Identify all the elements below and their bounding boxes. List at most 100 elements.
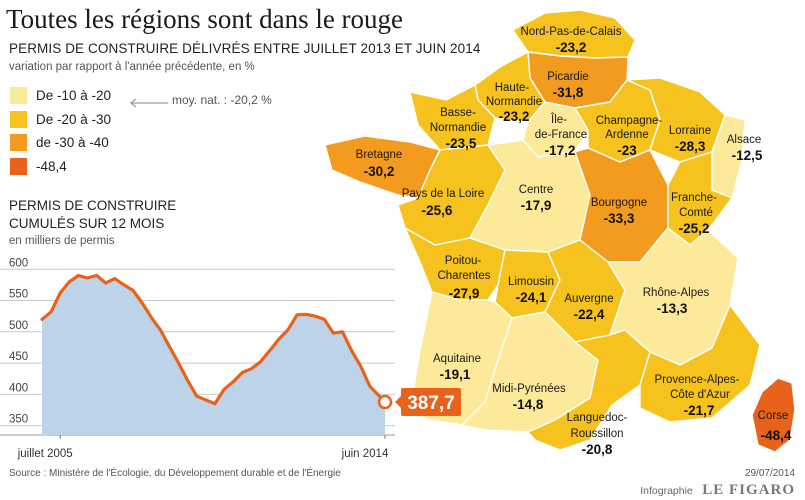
region-label-alsace: Alsace (727, 134, 762, 146)
region-value-picardie: -31,8 (553, 85, 584, 100)
legend-swatch (10, 87, 27, 105)
legend-label: De -20 à -30 (36, 111, 112, 127)
region-label-franche-comte: Comté (679, 207, 713, 219)
chart-last-value: 387,7 (377, 388, 461, 417)
y-tick-label: 500 (9, 320, 28, 332)
region-label-limousin: Limousin (508, 276, 554, 288)
region-label-basse-normandie: Normandie (430, 122, 486, 134)
legend-label: -48,4 (36, 158, 67, 174)
brand-logo: LE FIGARO (702, 482, 795, 498)
legend-swatch (10, 134, 27, 152)
last-value-label: 387,7 (407, 393, 455, 414)
region-label-provence-alpes-cote-d-azur: Côte d'Azur (670, 389, 730, 401)
legend-label: De -10 à -20 (36, 88, 112, 104)
region-label-champagne-ardenne: Ardenne (605, 129, 648, 141)
region-label-haute-normandie: Normandie (486, 96, 542, 108)
arrow-left-icon (130, 98, 168, 108)
region-label-languedoc-roussillon: Roussillon (570, 428, 623, 440)
region-value-franche-comte: -25,2 (679, 221, 710, 236)
source-note: Source : Ministère de l'Écologie, du Dév… (9, 468, 341, 479)
region-value-haute-normandie: -23,2 (499, 109, 530, 124)
region-value-champagne-ardenne: -23 (617, 143, 637, 158)
legend-label: de -30 à -40 (36, 135, 109, 151)
y-tick-label: 350 (9, 414, 28, 426)
legend-swatch (10, 157, 27, 175)
region-label-lorraine: Lorraine (669, 125, 711, 137)
region-label-aquitaine: Aquitaine (433, 353, 481, 365)
region-label-bourgogne: Bourgogne (591, 197, 647, 209)
region-label-basse-normandie: Basse- (440, 107, 476, 119)
y-tick-label: 450 (9, 351, 28, 363)
region-label-bretagne: Bretagne (356, 149, 403, 161)
region-value-poitou-charentes: -27,9 (449, 286, 480, 301)
region-languedoc-roussillon (527, 329, 651, 451)
callout-pointer (395, 396, 401, 409)
region-label-provence-alpes-cote-d-azur: Provence-Alpes- (654, 374, 739, 386)
region-label-franche-comte: Franche- (671, 192, 717, 204)
region-label-poitou-charentes: Charentes (437, 270, 490, 282)
region-value-lorraine: -28,3 (675, 139, 706, 154)
region-value-aquitaine: -19,1 (440, 367, 471, 382)
region-label-pays-de-la-loire: Pays de la Loire (402, 188, 484, 200)
region-value-rhone-alpes: -13,3 (657, 301, 688, 316)
region-value-nord-pas-de-calais: -23,2 (556, 40, 587, 55)
region-label-poitou-charentes: Poitou- (445, 255, 482, 267)
map-note: variation par rapport à l'année précéden… (9, 61, 255, 73)
legend-item: De -10 à -20 (10, 84, 111, 108)
map-legend: De -10 à -20 De -20 à -30 de -30 à -40 -… (10, 84, 111, 178)
map-subtitle: PERMIS DE CONSTRUIRE DÉLIVRÉS ENTRE JUIL… (9, 41, 481, 56)
credit: Infographie LE FIGARO (640, 481, 795, 499)
region-value-limousin: -24,1 (516, 290, 547, 305)
chart-ticks: 350 400 450 500 550 600 juillet 2005 juin 2014 (9, 257, 389, 460)
line-chart-title: PERMIS DE CONSTRUIRE CUMULÉS SUR 12 MOIS (9, 198, 177, 231)
region-label-corse: Corse (758, 410, 789, 422)
region-value-languedoc-roussillon: -20,8 (582, 442, 613, 457)
page-title: Toutes les régions sont dans le rouge (6, 4, 404, 34)
legend-item: de -30 à -40 (10, 131, 111, 155)
region-label-rhone-alpes: Rhône-Alpes (643, 287, 710, 299)
regions-layer (324, 9, 796, 453)
region-label-picardie: Picardie (547, 71, 589, 83)
region-poitou-charentes (404, 227, 506, 301)
y-tick-label: 400 (9, 382, 28, 394)
region-value-basse-normandie: -23,5 (446, 136, 477, 151)
region-label-languedoc-roussillon: Languedoc- (567, 412, 628, 424)
region-label-ile-de-france: Île- (550, 113, 567, 126)
region-label-champagne-ardenne: Champagne- (596, 115, 663, 127)
region-value-ile-de-france: -17,2 (545, 143, 576, 158)
x-tick-label: juillet 2005 (17, 448, 73, 460)
region-value-corse: -48,4 (761, 428, 792, 443)
region-label-haute-normandie: Haute- (495, 82, 530, 94)
y-tick-label: 600 (9, 257, 28, 269)
chart-area-fill (42, 275, 385, 435)
legend-swatch (10, 110, 27, 128)
region-value-provence-alpes-cote-d-azur: -21,7 (684, 403, 715, 418)
line-chart-unit: en milliers de permis (9, 235, 115, 247)
national-average-note: moy. nat. : -20,2 % (172, 93, 272, 107)
region-basse-normandie (409, 84, 496, 151)
region-value-pays-de-la-loire: -25,6 (422, 203, 453, 218)
region-value-midi-pyrenees: -14,8 (513, 397, 544, 412)
region-value-bourgogne: -33,3 (604, 211, 635, 226)
y-tick-label: 550 (9, 289, 28, 301)
region-label-midi-pyrenees: Midi-Pyrénées (492, 383, 566, 395)
region-label-ile-de-france: de-France (535, 129, 587, 141)
legend-item: -48,4 (10, 155, 111, 179)
region-value-auvergne: -22,4 (574, 307, 605, 322)
region-provence-alpes-cote-d-azur (639, 304, 761, 423)
x-tick-label: juin 2014 (341, 448, 389, 460)
region-value-alsace: -12,5 (732, 148, 763, 163)
publication-date: 29/07/2014 (744, 468, 795, 479)
region-value-centre: -17,9 (521, 198, 552, 213)
region-label-centre: Centre (519, 184, 554, 196)
region-label-nord-pas-de-calais: Nord-Pas-de-Calais (521, 26, 622, 38)
region-value-bretagne: -30,2 (364, 164, 395, 179)
area-fill (42, 275, 385, 435)
region-labels-layer: Nord-Pas-de-Calais -23,2 Picardie -31,8 Haut… (356, 26, 792, 457)
legend-item: De -20 à -30 (10, 108, 111, 132)
credit-label: Infographie (640, 485, 693, 497)
region-corse (751, 377, 796, 453)
last-point-marker (377, 394, 393, 410)
